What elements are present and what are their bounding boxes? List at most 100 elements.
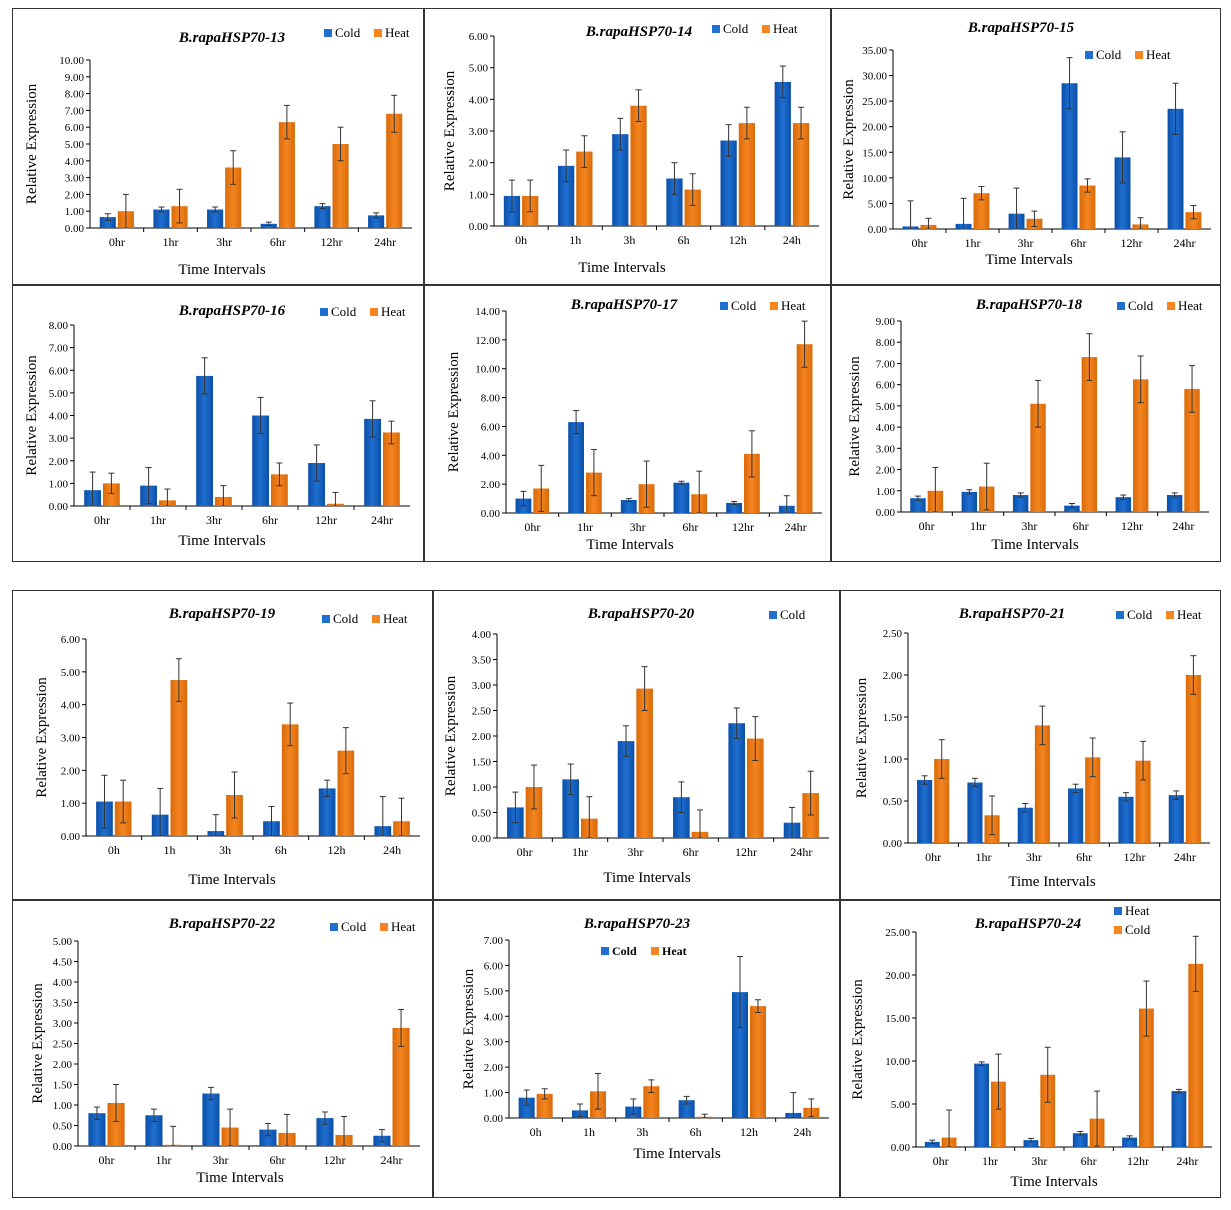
x-tick-label: 1hr <box>965 236 981 250</box>
x-tick-label: 24hr <box>1172 519 1194 533</box>
y-tick-label: 1.00 <box>61 798 81 810</box>
x-tick-label: 3h <box>623 233 635 247</box>
bar-cold-6hr <box>252 415 269 506</box>
bar-cold-0hr <box>917 780 933 843</box>
bar-heat-3hr <box>1023 1140 1039 1147</box>
y-tick-label: 3.00 <box>469 126 489 138</box>
y-tick-label: 5.00 <box>868 198 888 210</box>
bar-heat-12h <box>738 123 755 226</box>
y-tick-label: 1.00 <box>484 1088 504 1100</box>
y-tick-label: 0.00 <box>484 1113 504 1125</box>
y-tick-label: 2.50 <box>883 628 903 640</box>
legend-swatch-cold <box>320 308 328 316</box>
y-tick-label: 6.00 <box>469 31 489 43</box>
y-tick-label: 2.00 <box>876 465 896 477</box>
y-tick-label: 0.00 <box>481 508 501 520</box>
legend-swatch-cold <box>720 302 728 310</box>
x-tick-label: 24hr <box>785 520 807 534</box>
y-tick-label: 30.00 <box>862 71 887 83</box>
chart-panel-8: 0.00 0.50 1.00 1.50 2.00 2.50 3.00 3.50 4.00 0hr 1… <box>433 590 840 900</box>
panel-border <box>424 285 831 562</box>
y-tick-label: 9.00 <box>876 316 896 328</box>
bar-heat-0hr <box>924 1141 940 1147</box>
y-tick-label: 3.00 <box>61 733 81 745</box>
bar-heat-12hr <box>332 144 349 228</box>
legend-label-heat: Heat <box>1177 607 1202 622</box>
y-tick-label: 6.00 <box>61 634 81 646</box>
chart-svg: 0.00 1.00 2.00 3.00 4.00 5.00 6.00 7.00 8.00 9.00… <box>831 285 1221 562</box>
bar-cold-6hr <box>1068 788 1084 843</box>
bar-cold-3hr <box>620 500 637 513</box>
y-tick-label: 0.50 <box>883 796 903 808</box>
bar-cold-24hr <box>364 418 381 506</box>
bar-cold-6h <box>678 1100 695 1118</box>
x-tick-label: 12h <box>729 233 747 247</box>
bar-heat-3hr <box>1034 725 1050 843</box>
legend-label-heat: Heat <box>773 21 798 36</box>
bar-heat-1hr <box>973 193 990 229</box>
y-tick-label: 6.00 <box>484 960 504 972</box>
bar-heat-3hr <box>1030 403 1046 512</box>
x-tick-label: 0h <box>530 1125 542 1139</box>
legend-swatch-heat <box>770 302 778 310</box>
panel-border <box>12 590 433 900</box>
chart-panel-10: 0.00 0.50 1.00 1.50 2.00 2.50 3.00 3.50 4.00 4.50… <box>12 900 433 1198</box>
y-tick-label: 5.00 <box>49 388 69 400</box>
y-tick-label: 3.00 <box>49 433 69 445</box>
chart-panel-2: 0.00 1.00 2.00 3.00 4.00 5.00 6.00 0h 1h 3h 6h 12h 2… <box>424 8 831 285</box>
legend-swatch-heat <box>651 947 659 955</box>
chart-title: B.rapaHSP70-13 <box>178 30 286 46</box>
bar-cold-12hr <box>1139 1008 1154 1147</box>
y-tick-label: 15.00 <box>885 1013 910 1025</box>
y-tick-label: 2.00 <box>49 456 69 468</box>
bar-cold-12hr <box>316 1118 334 1146</box>
y-tick-label: 3.00 <box>484 1037 504 1049</box>
x-tick-label: 0hr <box>94 513 110 527</box>
y-tick-label: 4.00 <box>484 1011 504 1023</box>
y-tick-label: 4.00 <box>481 450 501 462</box>
chart-title: B.rapaHSP70-15 <box>967 20 1075 36</box>
bar-cold-12hr <box>1118 796 1134 843</box>
y-tick-label: 8.00 <box>876 337 896 349</box>
x-tick-label: 12h <box>740 1125 758 1139</box>
y-tick-label: 1.00 <box>883 754 903 766</box>
bar-cold-12h <box>732 992 748 1118</box>
y-tick-label: 10.00 <box>862 173 887 185</box>
y-tick-label: 2.00 <box>469 158 489 170</box>
y-tick-label: 2.00 <box>472 731 492 743</box>
y-tick-label: 4.00 <box>53 977 73 989</box>
bar-heat-0hr <box>107 1102 125 1146</box>
legend-swatch-cold <box>324 29 332 37</box>
chart-title: B.rapaHSP70-18 <box>975 297 1083 313</box>
y-tick-label: 1.50 <box>472 757 492 769</box>
y-tick-label: 10.00 <box>59 55 84 67</box>
x-tick-label: 24hr <box>374 235 396 249</box>
bar-cold-1hr <box>961 491 977 512</box>
x-tick-label: 1h <box>164 843 176 857</box>
x-tick-label: 0hr <box>524 520 540 534</box>
x-tick-label: 1hr <box>976 850 992 864</box>
x-tick-label: 3hr <box>216 235 232 249</box>
legend-label-heat: Heat <box>1146 47 1171 62</box>
chart-title: B.rapaHSP70-16 <box>178 303 286 319</box>
x-tick-label: 6hr <box>1076 850 1092 864</box>
x-tick-label: 1h <box>583 1125 595 1139</box>
y-tick-label: 20.00 <box>862 122 887 134</box>
x-tick-label: 24h <box>383 843 401 857</box>
bar-cold-1hr <box>991 1081 1006 1147</box>
legend-label-cold: Cold <box>723 21 749 36</box>
x-tick-label: 3hr <box>627 845 643 859</box>
legend-swatch-heat <box>370 308 378 316</box>
legend-label-heat: Heat <box>1125 903 1150 918</box>
x-tick-label: 24hr <box>790 845 812 859</box>
x-tick-label: 1hr <box>982 1154 998 1168</box>
y-tick-label: 0.00 <box>868 224 888 236</box>
y-axis-label: Relative Expression <box>30 983 46 1104</box>
bar-heat-24hr <box>383 432 400 506</box>
legend-swatch-heat <box>1167 302 1175 310</box>
panel-border <box>12 900 433 1198</box>
bar-cold-1hr <box>562 779 579 838</box>
x-tick-label: 1h <box>569 233 581 247</box>
chart-svg: 0.00 5.00 10.00 15.00 20.00 25.00 30.00 35.00 0h… <box>831 8 1221 285</box>
x-tick-label: 6hr <box>262 513 278 527</box>
